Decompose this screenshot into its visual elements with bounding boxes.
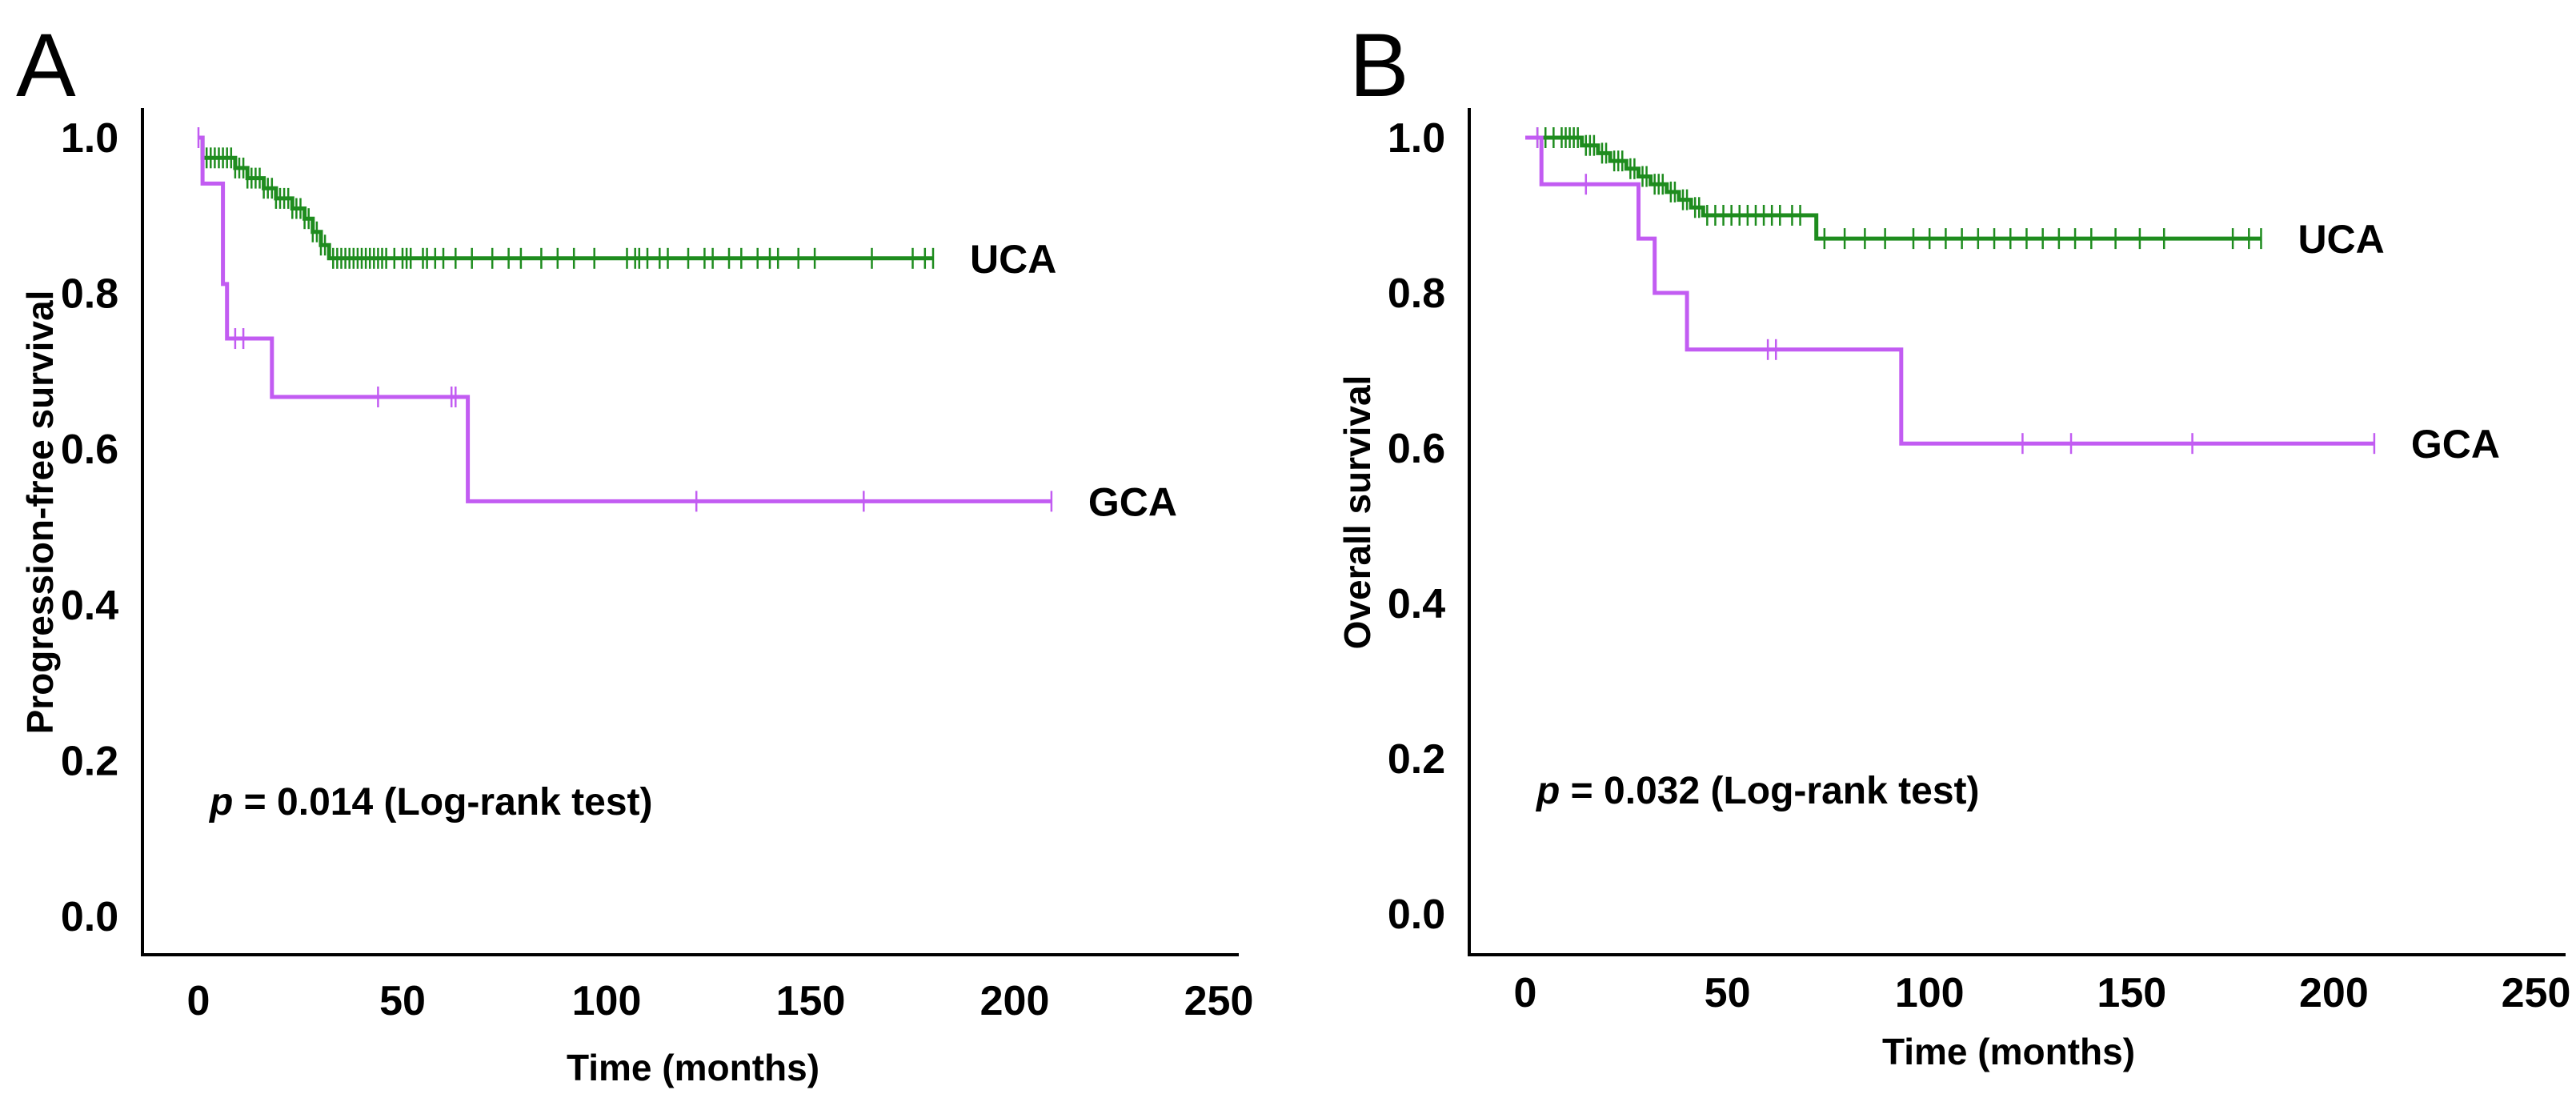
x-tick-label: 0 <box>1514 970 1537 1016</box>
p-value-text: = 0.032 (Log-rank test) <box>1560 770 1979 812</box>
y-tick-labels: 0.0 0.2 0.4 0.6 0.8 1.0 <box>1388 115 1445 938</box>
x-tick-label: 250 <box>2502 970 2571 1016</box>
x-tick-label: 150 <box>2097 970 2166 1016</box>
y-tick-label: 0.0 <box>1388 892 1445 938</box>
y-tick-label: 0.8 <box>1388 270 1445 317</box>
p-symbol: p <box>208 781 233 823</box>
y-tick-label: 0.6 <box>1388 426 1445 472</box>
survival-curves: UCA GCA <box>197 127 1177 524</box>
panel-label-a: A <box>16 15 76 115</box>
p-value-annotation: p = 0.014 (Log-rank test) <box>208 781 652 823</box>
survival-curve-uca <box>198 135 933 261</box>
x-tick-label: 200 <box>2299 970 2369 1016</box>
p-value-annotation: p = 0.032 (Log-rank test) <box>1535 770 1979 812</box>
x-tick-label: 50 <box>379 978 426 1024</box>
p-symbol: p <box>1535 770 1560 812</box>
series-label-gca: GCA <box>1088 479 1177 524</box>
p-value-text: = 0.014 (Log-rank test) <box>233 781 652 823</box>
y-tick-labels: 0.0 0.2 0.4 0.6 0.8 1.0 <box>61 115 118 940</box>
y-tick-label: 0.0 <box>61 894 118 940</box>
x-tick-labels: 0 50 100 150 200 250 <box>1514 970 2571 1016</box>
series-uca: UCA <box>198 135 1056 282</box>
y-axis-title: Progression-free survival <box>19 291 61 735</box>
x-tick-label: 50 <box>1705 970 1751 1016</box>
x-tick-label: 250 <box>1184 978 1254 1024</box>
y-tick-label: 0.6 <box>61 427 118 473</box>
x-tick-label: 100 <box>572 978 642 1024</box>
survival-curve-gca <box>1525 135 2374 446</box>
panel-a: A 0.0 0.2 0.4 0.6 0.8 1.0 0 50 100 150 200 250 UCA… <box>16 15 1253 1088</box>
series-label-gca: GCA <box>2411 422 2500 467</box>
x-tick-label: 200 <box>980 978 1050 1024</box>
y-tick-label: 0.2 <box>1388 736 1445 783</box>
series-gca: GCA <box>1525 127 2500 467</box>
x-tick-label: 0 <box>187 978 210 1024</box>
x-tick-label: 100 <box>1895 970 1965 1016</box>
survival-curve-uca <box>1525 135 2262 241</box>
y-tick-label: 1.0 <box>1388 115 1445 162</box>
series-uca: UCA <box>1525 127 2385 262</box>
x-tick-label: 150 <box>776 978 846 1024</box>
panel-label-b: B <box>1349 15 1409 115</box>
y-tick-label: 0.2 <box>61 738 118 784</box>
y-tick-label: 0.4 <box>1388 581 1445 627</box>
x-tick-labels: 0 50 100 150 200 250 <box>187 978 1254 1024</box>
series-label-uca: UCA <box>970 237 1056 282</box>
survival-curve-gca <box>198 135 1052 503</box>
y-tick-label: 0.4 <box>61 583 118 629</box>
x-axis-title: Time (months) <box>567 1047 819 1088</box>
survival-curves: UCA GCA <box>1525 127 2500 467</box>
panel-b: B 0.0 0.2 0.4 0.6 0.8 1.0 0 50 100 150 200 250 UCA… <box>1336 15 2570 1072</box>
y-axis-title: Overall survival <box>1336 375 1378 650</box>
y-tick-label: 0.8 <box>61 271 118 318</box>
y-tick-label: 1.0 <box>61 115 118 162</box>
series-gca: GCA <box>197 127 1177 524</box>
x-axis-title: Time (months) <box>1882 1031 2135 1072</box>
series-label-uca: UCA <box>2298 217 2384 262</box>
